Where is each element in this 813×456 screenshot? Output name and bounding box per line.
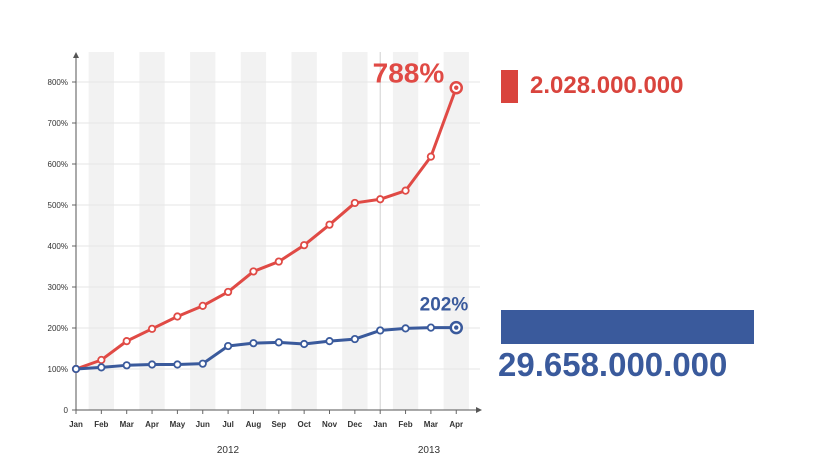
y-tick-label: 700% bbox=[48, 119, 68, 128]
year-labels: 2012 2013 bbox=[217, 445, 441, 456]
blue-legend-value: 29.658.000.000 bbox=[498, 346, 728, 383]
data-point bbox=[274, 257, 283, 266]
x-tick-label: Mar bbox=[424, 420, 438, 429]
x-tick-label: Mar bbox=[120, 420, 134, 429]
chart-axes bbox=[73, 52, 482, 413]
data-point-end-center bbox=[454, 325, 459, 330]
column-band bbox=[291, 52, 317, 410]
data-point bbox=[426, 152, 435, 161]
data-series bbox=[71, 80, 463, 374]
x-axis-arrow bbox=[476, 407, 482, 413]
data-point bbox=[198, 301, 207, 310]
data-point bbox=[224, 341, 233, 351]
y-tick-label: 800% bbox=[48, 78, 68, 87]
series-end-labels: 788% 202% bbox=[373, 58, 469, 316]
data-point bbox=[350, 334, 359, 344]
alternating-column-bands bbox=[88, 52, 469, 410]
column-band bbox=[88, 52, 115, 410]
y-tick-label: 300% bbox=[48, 283, 68, 292]
data-point bbox=[173, 312, 182, 321]
y-tick-label: 100% bbox=[48, 365, 68, 374]
x-tick-label: Sep bbox=[271, 420, 286, 429]
x-tick-label: Jan bbox=[373, 420, 387, 429]
data-point bbox=[224, 287, 233, 297]
data-point bbox=[147, 360, 157, 369]
x-tick-label: Nov bbox=[322, 420, 338, 429]
y-tick-label: 0 bbox=[64, 406, 69, 415]
data-point bbox=[300, 339, 309, 349]
data-point bbox=[325, 337, 334, 346]
red-legend-bar bbox=[501, 70, 518, 103]
column-band bbox=[342, 52, 368, 410]
y-tick-label: 400% bbox=[48, 242, 68, 251]
data-point bbox=[300, 241, 309, 250]
data-point bbox=[71, 364, 81, 374]
data-point bbox=[97, 363, 106, 372]
data-point-end-center bbox=[454, 85, 459, 90]
data-point bbox=[401, 324, 410, 333]
data-point bbox=[376, 326, 385, 335]
series-end-label: 788% bbox=[373, 58, 445, 89]
x-tick-label: Feb bbox=[94, 420, 108, 429]
column-band bbox=[392, 52, 419, 410]
x-tick-label: Dec bbox=[348, 420, 363, 429]
x-tick-label: Jan bbox=[69, 420, 83, 429]
y-tick-label: 200% bbox=[48, 324, 68, 333]
x-tick-label: Aug bbox=[246, 420, 262, 429]
data-point bbox=[249, 267, 258, 276]
data-point bbox=[97, 355, 106, 365]
series-end-label: 202% bbox=[420, 295, 469, 316]
data-point bbox=[350, 198, 359, 208]
data-point bbox=[376, 195, 385, 204]
y-tick-label: 600% bbox=[48, 160, 68, 169]
year-label: 2013 bbox=[418, 445, 441, 456]
data-point bbox=[325, 220, 334, 229]
x-tick-label: Feb bbox=[398, 420, 412, 429]
x-tick-label: Oct bbox=[297, 420, 311, 429]
x-tick-label: Jul bbox=[222, 420, 234, 429]
data-point bbox=[198, 359, 207, 368]
data-point bbox=[122, 337, 131, 346]
column-band bbox=[443, 52, 469, 410]
red-legend-value: 2.028.000.000 bbox=[530, 72, 684, 99]
year-label: 2012 bbox=[217, 445, 240, 456]
data-point bbox=[426, 323, 435, 332]
x-tick-label: May bbox=[170, 420, 186, 429]
x-tick-label: Apr bbox=[449, 420, 463, 429]
data-point bbox=[147, 324, 157, 333]
column-band bbox=[139, 52, 165, 410]
horizontal-gridlines bbox=[72, 81, 480, 411]
y-axis-tick-labels: 0 100% 200% 300% 400% 500% 600% 700% 800% bbox=[48, 78, 69, 415]
data-point bbox=[401, 186, 410, 195]
data-point bbox=[274, 338, 283, 347]
blue-legend-bar bbox=[501, 310, 754, 344]
column-band bbox=[240, 52, 267, 410]
x-tick-label: Jun bbox=[196, 420, 210, 429]
x-tick-label: Apr bbox=[145, 420, 159, 429]
data-point bbox=[249, 339, 258, 348]
series-line bbox=[75, 326, 457, 371]
data-point bbox=[173, 360, 182, 369]
x-axis-tick-labels: Jan Feb Mar Apr May Jun Jul Aug Sep Oct Nov Dec Jan F… bbox=[69, 410, 463, 429]
y-axis-arrow bbox=[73, 52, 79, 58]
column-band bbox=[190, 52, 216, 410]
data-point bbox=[122, 361, 131, 370]
y-tick-label: 500% bbox=[48, 201, 68, 210]
series-line bbox=[75, 87, 458, 371]
